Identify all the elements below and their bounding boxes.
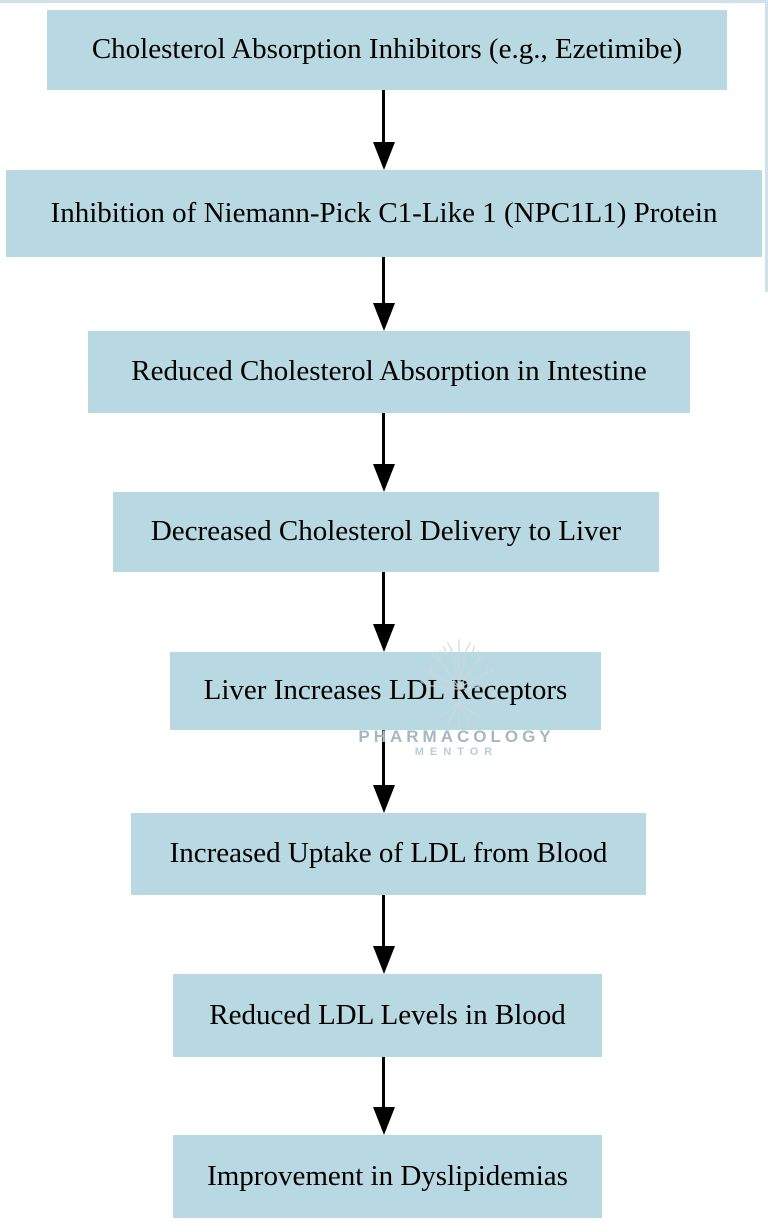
arrow-head-icon — [373, 464, 395, 492]
flow-node-ldl-receptors: Liver Increases LDL Receptors — [170, 652, 601, 730]
flow-node-reduced-ldl: Reduced LDL Levels in Blood — [173, 974, 602, 1057]
down-arrow-2 — [373, 257, 395, 331]
arrow-shaft — [382, 895, 385, 949]
arrow-head-icon — [373, 946, 395, 974]
arrow-shaft — [382, 572, 385, 627]
down-arrow-1 — [373, 90, 395, 170]
arrow-head-icon — [373, 303, 395, 331]
arrow-shaft — [382, 730, 385, 788]
arrow-shaft — [382, 90, 385, 145]
down-arrow-4 — [373, 572, 395, 652]
flow-node-increased-uptake: Increased Uptake of LDL from Blood — [131, 813, 646, 895]
flow-node-decreased-delivery: Decreased Cholesterol Delivery to Liver — [113, 492, 659, 572]
arrow-head-icon — [373, 785, 395, 813]
arrow-head-icon — [373, 1107, 395, 1135]
flow-node-npc1l1-inhibition: Inhibition of Niemann-Pick C1-Like 1 (NP… — [6, 170, 762, 257]
down-arrow-6 — [373, 895, 395, 974]
flow-node-reduced-absorption: Reduced Cholesterol Absorption in Intest… — [88, 331, 690, 413]
watermark-subtitle: MENTOR — [414, 746, 499, 758]
flow-node-improvement: Improvement in Dyslipidemias — [173, 1135, 602, 1218]
top-border-stripe — [0, 0, 768, 3]
flow-node-inhibitors: Cholesterol Absorption Inhibitors (e.g.,… — [47, 10, 727, 90]
down-arrow-7 — [373, 1057, 395, 1135]
arrow-shaft — [382, 413, 385, 467]
arrow-head-icon — [373, 624, 395, 652]
arrow-shaft — [382, 1057, 385, 1110]
arrow-shaft — [382, 257, 385, 306]
arrow-head-icon — [373, 142, 395, 170]
down-arrow-3 — [373, 413, 395, 492]
watermark-title: PHARMACOLOGY — [358, 727, 555, 746]
right-border-stripe — [765, 0, 768, 292]
down-arrow-5 — [373, 730, 395, 813]
